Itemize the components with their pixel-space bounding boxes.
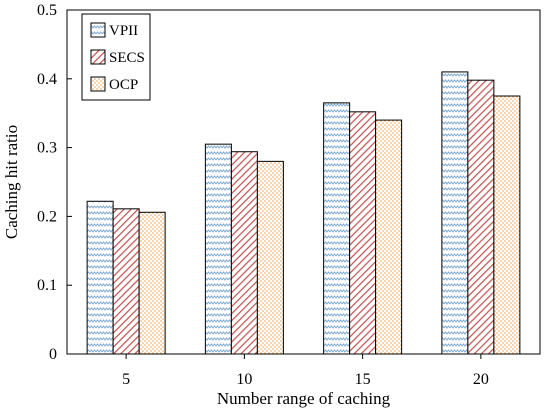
y-tick-label: 0.5: [37, 2, 57, 19]
y-tick-label: 0.2: [37, 208, 57, 225]
y-tick-label: 0: [49, 346, 57, 363]
bar-secs-15: [349, 111, 377, 355]
bar-vpii-15: [323, 102, 351, 355]
x-tick-label: 15: [355, 371, 371, 388]
bar-vpii-10: [204, 143, 232, 355]
plot-frame: [66, 9, 541, 355]
ticks-layer: 5 10 15 20 0 0.1 0.2 0.3 0.4 0.5: [37, 2, 489, 388]
x-axis-title: Number range of caching: [217, 389, 391, 408]
bar-ocp-15: [375, 119, 403, 355]
x-tick-label: 20: [473, 371, 489, 388]
y-tick-label: 0.3: [37, 140, 57, 157]
legend-label-secs: SECS: [109, 50, 145, 66]
legend-swatch-secs: [90, 49, 106, 65]
bar-secs-20: [467, 79, 495, 355]
x-tick-label: 5: [122, 371, 130, 388]
legend-label-vpii: VPII: [109, 23, 138, 39]
bar-vpii-20: [441, 71, 469, 355]
y-tick-label: 0.1: [37, 277, 57, 294]
legend-swatch-ocp: [90, 76, 106, 92]
y-tick-label: 0.4: [37, 71, 57, 88]
bar-ocp-10: [256, 160, 284, 355]
bars-layer: [86, 71, 521, 355]
bar-ocp-20: [493, 95, 521, 355]
x-tick-label: 10: [236, 371, 252, 388]
bar-secs-5: [112, 208, 140, 355]
y-axis-title: Caching hit ratio: [2, 125, 21, 239]
legend-swatch-vpii: [90, 22, 106, 38]
legend-label-ocp: OCP: [109, 77, 138, 93]
bar-vpii-5: [86, 200, 114, 355]
legend: VPII SECS OCP: [81, 13, 151, 101]
bar-ocp-5: [138, 211, 166, 355]
bar-secs-10: [230, 151, 258, 355]
